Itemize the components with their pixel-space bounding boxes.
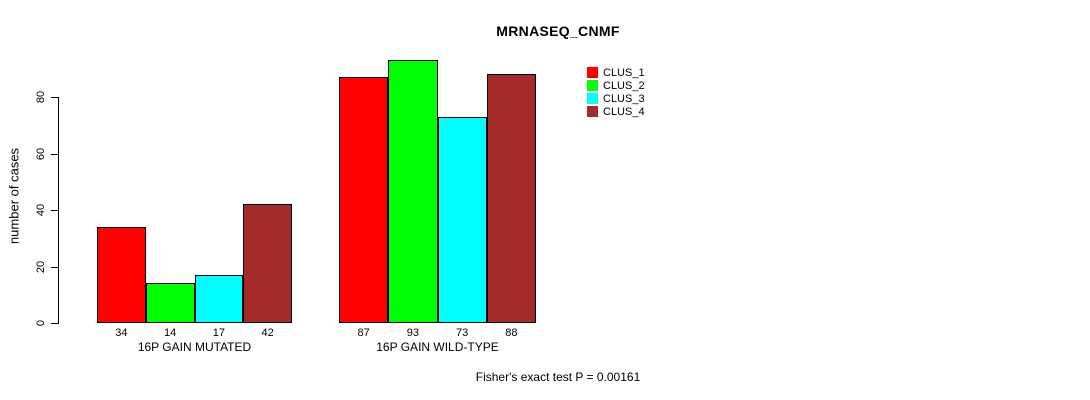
bar-value-label: 88: [505, 327, 518, 339]
group-label: 16P GAIN MUTATED: [137, 340, 252, 354]
legend-swatch-clus_2: [587, 80, 598, 91]
y-axis-tick-label: 80: [35, 90, 47, 104]
bar-clus_3-group2: [437, 116, 487, 323]
fisher-test-annotation: Fisher's exact test P = 0.00161: [475, 370, 641, 384]
group-label: 16P GAIN WILD-TYPE: [376, 340, 499, 354]
bar-clus_3-group1: [194, 274, 244, 323]
bar-value-label: 93: [406, 327, 419, 339]
bar-value-label: 87: [357, 327, 370, 339]
bar-clus_4-group2: [486, 74, 536, 323]
y-axis-tick: [51, 266, 58, 268]
bar-value-label: 73: [456, 327, 469, 339]
bar-clus_4-group1: [243, 204, 292, 323]
legend-swatch-clus_1: [587, 67, 598, 78]
y-axis-tick: [51, 97, 58, 98]
legend-swatch-clus_4: [587, 106, 598, 117]
y-axis-label: number of cases: [6, 147, 22, 245]
y-axis-tick-label: 40: [35, 203, 47, 217]
bar-clus_1-group1: [97, 226, 146, 323]
legend-label-clus_3: CLUS_3: [603, 92, 645, 105]
legend-label-clus_2: CLUS_2: [603, 79, 645, 92]
y-axis-line: [58, 97, 59, 324]
bar-clus_2-group1: [145, 283, 195, 323]
y-axis-tick-label: 20: [35, 260, 47, 273]
bar-value-label: 42: [261, 327, 274, 339]
legend-swatch-clus_3: [587, 93, 598, 104]
chart-title: MRNASEQ_CNMF: [496, 23, 620, 39]
bar-value-label: 34: [115, 327, 128, 339]
legend-label-clus_1: CLUS_1: [603, 66, 645, 79]
bar-value-label: 14: [164, 327, 177, 339]
y-axis-tick: [51, 153, 58, 155]
y-axis-tick-label: 0: [35, 319, 47, 327]
bar-clus_1-group2: [339, 77, 389, 323]
y-axis-tick: [51, 210, 58, 211]
y-axis-tick: [51, 323, 58, 324]
y-axis-tick-label: 60: [35, 147, 47, 160]
bar-value-label: 17: [212, 327, 225, 339]
legend-label-clus_4: CLUS_4: [603, 105, 645, 118]
bar-clus_2-group2: [388, 60, 438, 323]
